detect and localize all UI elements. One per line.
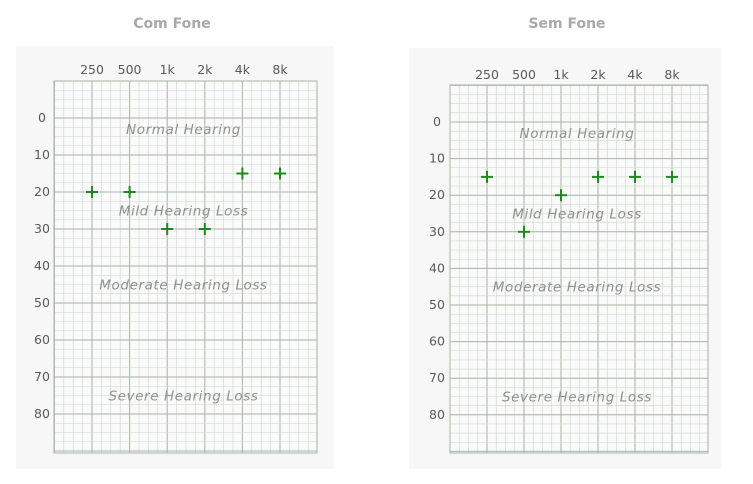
x-tick-label: 1k: [160, 62, 176, 77]
zone-label: Moderate Hearing Loss: [493, 280, 661, 296]
grid-background: [450, 85, 708, 453]
data-point-marker: [629, 170, 641, 183]
y-tick-label: 80: [429, 407, 445, 422]
zone-label: Normal Hearing: [126, 122, 241, 138]
y-tick-label: 0: [38, 110, 46, 125]
y-tick-label: 70: [429, 370, 445, 385]
x-tick-label: 500: [512, 67, 536, 82]
grid-border: [449, 84, 709, 454]
x-tick-label: 1k: [553, 67, 569, 82]
grid-border: [53, 80, 318, 454]
x-tick-label: 500: [118, 62, 142, 77]
data-point-marker: [274, 167, 286, 180]
x-tick-label: 4k: [627, 67, 643, 82]
data-point-marker: [123, 186, 136, 198]
x-tick-label: 2k: [197, 62, 213, 77]
data-point-marker: [161, 223, 174, 235]
chart-title-com-fone: Com Fone: [133, 16, 211, 32]
y-tick-label: 30: [34, 221, 50, 236]
audiogram-0: 250 500 1k 2k 4k 8k 0 10 20 30 40 50 60 70 80 Normal He…: [34, 62, 318, 454]
zone-label: Mild Hearing Loss: [512, 207, 642, 223]
data-point-marker: [555, 189, 567, 202]
zone-label: Severe Hearing Loss: [502, 390, 652, 406]
data-point-marker: [518, 225, 530, 238]
chart-title-sem-fone: Sem Fone: [528, 16, 606, 32]
y-tick-label: 80: [34, 406, 50, 421]
y-tick-label: 50: [34, 295, 50, 310]
y-tick-label: 60: [429, 334, 445, 349]
grid-background: [54, 81, 317, 453]
x-tick-label: 2k: [590, 67, 606, 82]
data-point-marker: [666, 170, 678, 183]
y-tick-label: 10: [34, 147, 50, 162]
y-tick-label: 40: [34, 258, 50, 273]
data-point-marker: [236, 167, 249, 180]
data-point-marker: [198, 223, 211, 235]
data-point-marker: [86, 186, 98, 198]
y-tick-label: 20: [429, 187, 445, 202]
y-tick-label: 30: [429, 224, 445, 239]
y-tick-label: 20: [34, 184, 50, 199]
zone-label: Normal Hearing: [520, 126, 635, 142]
x-tick-label: 250: [475, 67, 499, 82]
zone-label: Severe Hearing Loss: [108, 389, 258, 405]
x-tick-label: 4k: [235, 62, 251, 77]
data-point-marker: [481, 170, 493, 183]
audiogram-1: 250 500 1k 2k 4k 8k 0 10 20 30 40 50 60 70 80 Normal He…: [429, 67, 709, 454]
y-tick-label: 50: [429, 297, 445, 312]
x-tick-label: 8k: [664, 67, 680, 82]
y-tick-label: 60: [34, 332, 50, 347]
y-tick-label: 10: [429, 151, 445, 166]
y-tick-label: 70: [34, 369, 50, 384]
x-tick-label: 8k: [272, 62, 288, 77]
x-tick-label: 250: [80, 62, 104, 77]
data-point-marker: [592, 170, 604, 183]
y-tick-label: 0: [433, 114, 441, 129]
y-tick-label: 40: [429, 260, 445, 275]
zone-label: Mild Hearing Loss: [119, 204, 249, 220]
zone-label: Moderate Hearing Loss: [99, 278, 267, 294]
